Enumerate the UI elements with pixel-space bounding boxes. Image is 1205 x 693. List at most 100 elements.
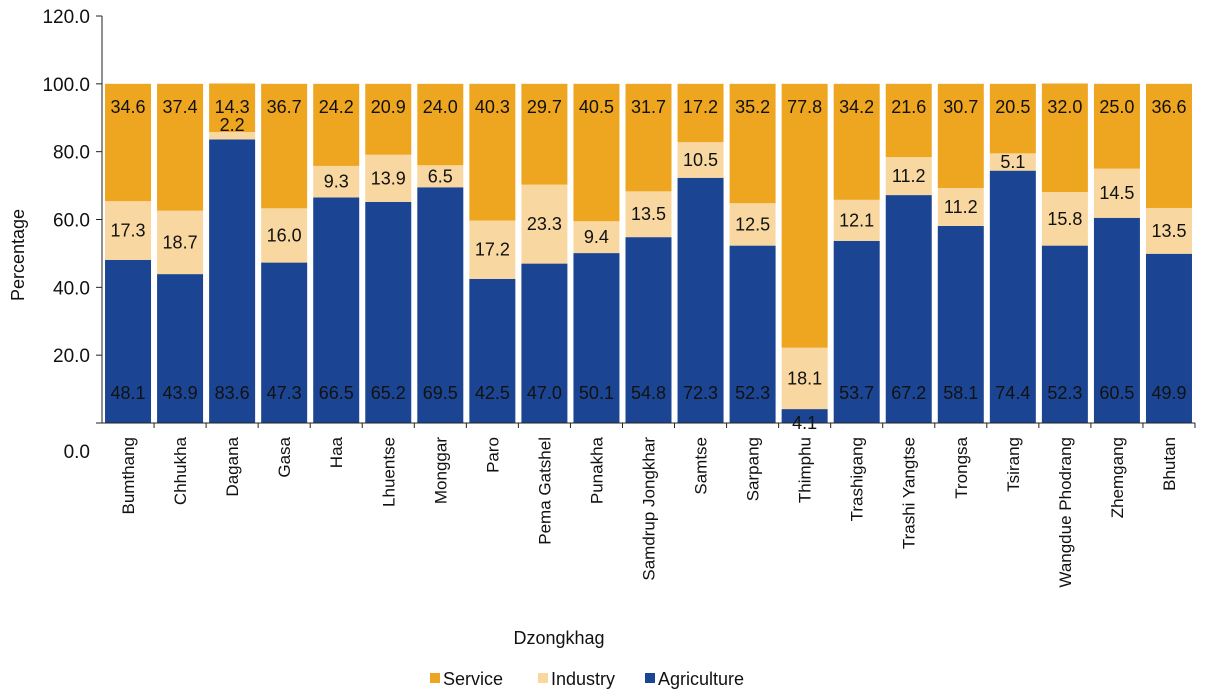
- bar-agriculture: [261, 262, 308, 423]
- bar-agriculture: [469, 278, 516, 423]
- legend-label-industry: Industry: [551, 669, 615, 689]
- bar-industry: [833, 199, 880, 241]
- legend-label-service: Service: [443, 669, 503, 689]
- legend-label-agriculture: Agriculture: [658, 669, 744, 689]
- data-label-service: 30.7: [943, 97, 978, 117]
- x-category-label: Trashigang: [848, 437, 867, 521]
- data-label-industry: 10.5: [683, 150, 718, 170]
- x-category-label: Samtse: [692, 437, 711, 495]
- data-label-industry: 11.2: [944, 197, 978, 217]
- x-axis-title: Dzongkhag: [513, 628, 604, 648]
- data-label-industry: 9.4: [584, 227, 609, 247]
- bar-agriculture: [105, 259, 152, 423]
- data-label-agriculture: 50.1: [579, 383, 614, 403]
- bar-industry: [261, 208, 308, 263]
- x-category-label: Samdrup Jongkhar: [640, 437, 659, 581]
- bar-service: [625, 83, 672, 192]
- bar-service: [989, 83, 1036, 154]
- bar-agriculture: [573, 253, 620, 423]
- data-label-service: 34.6: [111, 97, 146, 117]
- y-tick-label: 120.0: [42, 7, 90, 28]
- bar-agriculture: [989, 170, 1036, 423]
- legend-swatch-industry: [538, 673, 548, 683]
- data-label-agriculture: 83.6: [215, 383, 250, 403]
- bar-agriculture: [625, 237, 672, 423]
- data-label-agriculture: 54.8: [631, 383, 666, 403]
- data-label-service: 37.4: [163, 97, 198, 117]
- bar-agriculture: [1145, 253, 1192, 423]
- data-label-service: 77.8: [787, 97, 822, 117]
- bar-agriculture: [209, 139, 256, 423]
- bar-industry: [937, 187, 984, 226]
- y-tick-label: 80.0: [53, 143, 90, 164]
- x-category-label: Wangdue Phodrang: [1056, 437, 1075, 588]
- data-labels: 48.1 17.3 34.6 43.9 18.7 37.4 83.6 2.214.3 47.3 1…: [111, 97, 1187, 433]
- data-label-service: 29.7: [527, 97, 562, 117]
- data-label-industry: 23.3: [527, 214, 562, 234]
- bar-service: [781, 83, 828, 348]
- x-category-label: Gasa: [275, 436, 294, 477]
- data-label-agriculture: 60.5: [1099, 383, 1134, 403]
- x-category-label: Thimphu: [796, 437, 815, 503]
- data-label-service: 24.2: [319, 97, 354, 117]
- bar-service: [365, 83, 412, 155]
- bar-service: [313, 83, 360, 166]
- bar-industry: [625, 191, 672, 238]
- data-label-industry: 17.2: [475, 240, 510, 260]
- bar-service: [937, 83, 984, 188]
- x-category-label: Punakha: [587, 436, 606, 504]
- bar-service: [209, 83, 256, 132]
- bar-industry: [1041, 192, 1088, 246]
- x-category-label: Monggar: [431, 437, 450, 504]
- data-label-agriculture: 47.3: [267, 383, 302, 403]
- legend: Service Industry Agriculture: [430, 669, 744, 689]
- data-label-agriculture: 66.5: [319, 383, 354, 403]
- data-label-service: 35.2: [735, 97, 770, 117]
- x-category-label: Trongsa: [952, 436, 971, 498]
- bar-industry: [365, 154, 412, 202]
- x-category-label: Tsirang: [1004, 437, 1023, 492]
- data-label-agriculture: 53.7: [839, 383, 874, 403]
- data-label-industry: 13.5: [1151, 221, 1186, 241]
- bar-service: [677, 83, 724, 143]
- data-label-agriculture: 72.3: [683, 383, 718, 403]
- data-label-service: 34.2: [839, 97, 874, 117]
- x-category-label: Sarpang: [744, 437, 763, 501]
- data-label-industry: 6.5: [428, 166, 453, 186]
- x-category-label: Paro: [483, 437, 502, 473]
- bar-industry: [417, 165, 464, 188]
- bar-agriculture: [157, 274, 204, 423]
- data-label-service: 21.6: [891, 97, 926, 117]
- bar-service: [573, 83, 620, 222]
- data-label-service: 40.5: [579, 97, 614, 117]
- data-label-industry: 9.3: [324, 172, 349, 192]
- bar-industry: [1145, 207, 1192, 254]
- data-label-industry: 18.1: [787, 368, 822, 388]
- data-label-industry: 5.1: [1000, 152, 1025, 172]
- data-label-industry: 15.8: [1047, 209, 1082, 229]
- data-label-industry: 12.1: [839, 210, 874, 230]
- data-label-agriculture: 42.5: [475, 383, 510, 403]
- bar-service: [105, 83, 152, 202]
- bar-service: [417, 83, 464, 166]
- bar-agriculture: [521, 263, 568, 423]
- data-label-agriculture: 47.0: [527, 383, 562, 403]
- x-category-label: Lhuentse: [379, 437, 398, 507]
- bar-industry: [209, 131, 256, 140]
- data-label-industry: 14.5: [1099, 183, 1134, 203]
- y-tick-label: 60.0: [53, 211, 90, 232]
- bar-industry: [521, 184, 568, 264]
- data-label-industry: 16.0: [267, 225, 302, 245]
- bar-industry: [469, 220, 516, 279]
- bar-agriculture: [833, 240, 880, 423]
- data-label-service: 36.7: [267, 97, 302, 117]
- bars: [105, 83, 1192, 423]
- data-label-agriculture: 74.4: [995, 383, 1030, 403]
- data-label-industry: 18.7: [163, 232, 198, 252]
- bar-service: [1145, 83, 1192, 208]
- data-label-industry: 13.5: [631, 204, 666, 224]
- y-tick-label: 0.0: [64, 442, 90, 463]
- bar-agriculture: [1093, 217, 1140, 423]
- bar-agriculture: [885, 195, 932, 423]
